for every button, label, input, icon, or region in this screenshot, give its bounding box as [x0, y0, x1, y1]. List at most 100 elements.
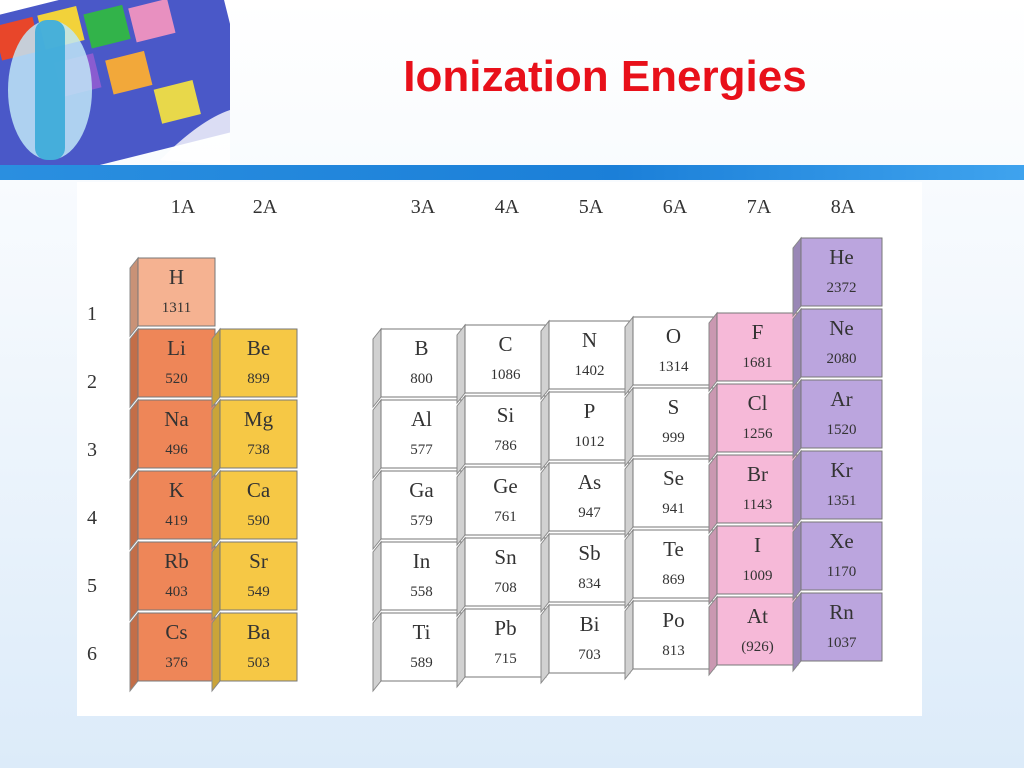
element-cell: [548, 533, 631, 603]
element-symbol: Mg: [244, 407, 274, 431]
element-symbol: Li: [167, 336, 186, 360]
cell-side: [211, 611, 221, 693]
ionization-energy: 1086: [491, 367, 522, 383]
cell-side: [792, 307, 802, 389]
cell-side: [540, 532, 550, 614]
cell-side: [792, 449, 802, 531]
element-symbol: Ga: [409, 478, 434, 502]
element-symbol: At: [747, 604, 768, 628]
element-cell: [219, 399, 298, 469]
cell-side: [129, 398, 139, 480]
element-cell: [632, 458, 715, 528]
cell-side: [372, 327, 382, 409]
ionization-energy: 549: [247, 584, 270, 600]
cell-side: [624, 386, 634, 468]
element-cell: [219, 541, 298, 611]
cell-side: [792, 520, 802, 602]
ionization-energy: 577: [410, 442, 433, 458]
cell-side: [211, 398, 221, 480]
ionization-energy: 1311: [162, 300, 191, 316]
ionization-energy: 899: [247, 371, 270, 387]
cell-side: [372, 540, 382, 622]
ionization-energy: 947: [578, 505, 601, 521]
cell-side: [708, 524, 718, 606]
ionization-energy: 590: [247, 513, 270, 529]
element-cell: [716, 383, 799, 453]
ionization-energy: 786: [494, 438, 517, 454]
group-label: 7A: [747, 196, 772, 218]
ionization-energy: 999: [662, 430, 685, 446]
ionization-energy: 2080: [827, 351, 857, 367]
ionization-energy: 558: [410, 584, 433, 600]
element-cell: [219, 612, 298, 682]
element-symbol: S: [668, 395, 680, 419]
element-cell: [464, 395, 547, 465]
element-symbol: Ar: [830, 387, 852, 411]
ionization-energy: 1170: [827, 564, 856, 580]
group-label: 2A: [253, 196, 278, 218]
cell-side: [624, 599, 634, 681]
period-label: 5: [87, 575, 97, 597]
element-symbol: Be: [247, 336, 270, 360]
element-symbol: Ge: [493, 474, 518, 498]
cell-side: [129, 540, 139, 622]
ionization-energy: 1402: [575, 363, 605, 379]
period-label: 2: [87, 371, 97, 393]
element-cell: [380, 470, 463, 540]
element-cell: [464, 608, 547, 678]
element-cell: [716, 596, 799, 666]
element-symbol: Sr: [249, 549, 268, 573]
ionization-energy: 738: [247, 442, 270, 458]
element-symbol: In: [413, 549, 431, 573]
element-symbol: C: [498, 332, 512, 356]
period-label: 4: [87, 507, 97, 529]
ionization-energy: 1012: [575, 434, 605, 450]
group-label: 8A: [831, 196, 856, 218]
ionization-energy: 496: [165, 442, 188, 458]
element-cell: [800, 308, 883, 378]
element-cell: [380, 541, 463, 611]
ionization-energy: 1009: [743, 568, 773, 584]
ionization-energy: 715: [494, 651, 517, 667]
element-symbol: Se: [663, 466, 684, 490]
element-symbol: B: [414, 336, 428, 360]
cell-side: [540, 390, 550, 472]
element-symbol: Rb: [164, 549, 189, 573]
element-symbol: Sb: [578, 541, 600, 565]
cell-side: [129, 327, 139, 409]
ionization-energy: 579: [410, 513, 433, 529]
element-symbol: Al: [411, 407, 432, 431]
cell-side: [372, 469, 382, 551]
ionization-energy: 376: [165, 655, 188, 671]
ionization-energy: 1143: [743, 497, 772, 513]
ionization-energy: 869: [662, 572, 685, 588]
element-cell: [800, 237, 883, 307]
element-symbol: Ne: [829, 316, 854, 340]
cell-side: [624, 457, 634, 539]
element-symbol: N: [582, 328, 597, 352]
element-cell: [800, 521, 883, 591]
element-symbol: As: [578, 470, 601, 494]
cell-side: [624, 315, 634, 397]
decor-image: [0, 0, 230, 165]
ionization-energy: 703: [578, 647, 601, 663]
ionization-energy: 520: [165, 371, 188, 387]
ionization-energy: 1256: [743, 426, 774, 442]
element-symbol: Cs: [165, 620, 187, 644]
element-symbol: Na: [164, 407, 189, 431]
group-label: 4A: [495, 196, 520, 218]
element-cell: [380, 328, 463, 398]
cell-side: [129, 611, 139, 693]
element-symbol: O: [666, 324, 681, 348]
cell-side: [129, 256, 139, 338]
element-cell: [716, 525, 799, 595]
title-bar: [0, 165, 1024, 180]
element-cell: [137, 470, 216, 540]
ionization-energy: 1520: [827, 422, 857, 438]
cell-side: [540, 461, 550, 543]
ionization-energy: 589: [410, 655, 433, 671]
element-symbol: H: [169, 265, 184, 289]
element-symbol: Xe: [829, 529, 854, 553]
element-cell: [548, 462, 631, 532]
